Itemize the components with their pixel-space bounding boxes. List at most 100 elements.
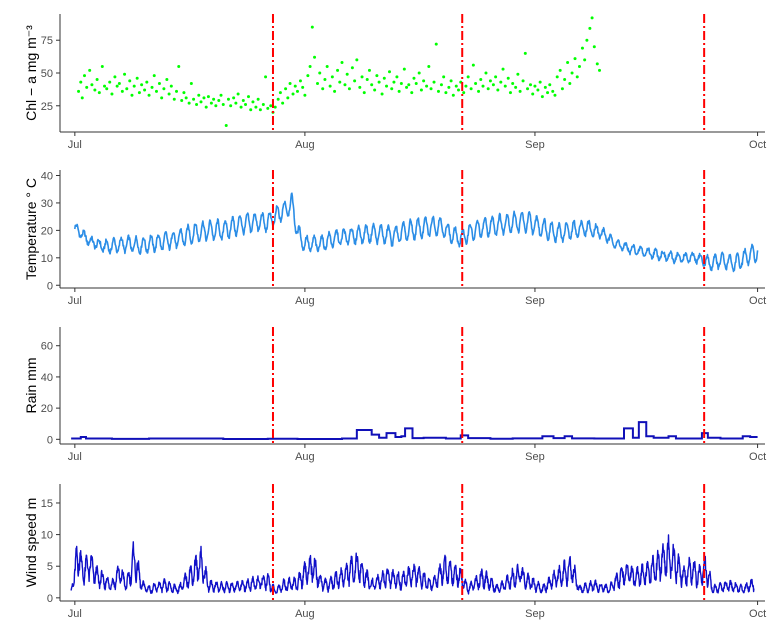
chl-point	[566, 61, 570, 65]
chl-point	[224, 123, 228, 127]
chl-point	[189, 81, 193, 85]
chl-point	[214, 104, 218, 108]
chl-point	[486, 87, 490, 91]
chl-point	[88, 68, 92, 72]
chl-point	[447, 85, 451, 89]
chl-point	[256, 97, 260, 101]
chl-point	[301, 85, 305, 89]
chl-point	[128, 79, 132, 83]
chl-point	[264, 75, 268, 79]
chl-point	[154, 89, 158, 93]
chl-point	[323, 78, 327, 82]
chl-point	[167, 92, 171, 96]
chl-point	[568, 81, 572, 85]
chl-point	[172, 97, 176, 101]
chl-point	[276, 97, 280, 101]
chl-point	[286, 96, 290, 100]
chl-point	[209, 101, 213, 105]
chl-point	[449, 79, 453, 83]
chl-point	[130, 93, 134, 97]
chl-point	[293, 84, 297, 88]
chl-point	[338, 80, 342, 84]
chl-point	[436, 89, 440, 93]
chl-point	[442, 75, 446, 79]
chl-point	[261, 102, 265, 106]
chl-point	[451, 93, 455, 97]
chlorophyll-panel: 25 50 75 Jul Aug Sep Oct Chl − a mg m⁻³	[23, 14, 766, 151]
chl-point	[514, 85, 518, 89]
chl-point	[362, 91, 366, 95]
chl-x-tick-label: Jul	[68, 139, 82, 151]
chl-point	[390, 87, 394, 91]
chl-point	[405, 85, 409, 89]
chl-point	[583, 58, 587, 62]
chl-point	[494, 75, 498, 79]
chl-point	[546, 91, 550, 95]
chl-point	[303, 93, 307, 97]
chl-point	[528, 83, 532, 87]
chl-point	[508, 91, 512, 95]
chl-point	[521, 79, 525, 83]
chl-point	[469, 87, 473, 91]
chl-point	[491, 83, 495, 87]
chl-point	[266, 106, 270, 110]
chl-point	[531, 92, 535, 96]
chl-point	[560, 87, 564, 91]
chl-point	[234, 101, 238, 105]
chl-point	[540, 95, 544, 99]
chl-point	[370, 83, 374, 87]
chl-point	[93, 88, 97, 92]
chl-x-tick-label: Sep	[525, 139, 545, 151]
chl-point	[113, 75, 117, 79]
chl-point	[412, 76, 416, 80]
chl-point	[175, 89, 179, 93]
chl-point	[365, 78, 369, 82]
chl-point	[140, 83, 144, 87]
chl-point	[345, 72, 349, 76]
wind-x-tick-label: Oct	[749, 608, 766, 620]
temperature-line	[74, 192, 759, 273]
chl-point	[120, 89, 124, 93]
chl-point	[82, 74, 86, 78]
chl-point	[343, 83, 347, 87]
chl-point	[284, 87, 288, 91]
chl-point	[184, 96, 188, 100]
chl-point	[273, 105, 277, 109]
chl-point	[503, 84, 507, 88]
chl-point	[308, 64, 312, 68]
chl-point	[382, 76, 386, 80]
chl-point	[85, 85, 89, 89]
chl-point	[336, 68, 340, 72]
wind-speed-panel: 0 5 10 15 Jul Aug Sep Oct Wind speed m	[23, 484, 766, 620]
chl-y-tick-label: 75	[41, 35, 53, 47]
chl-point	[429, 87, 433, 91]
chl-point	[239, 105, 243, 109]
rain-y-axis-title: Rain mm	[23, 357, 39, 413]
chl-point	[439, 83, 443, 87]
temperature-y-tick-label: 20	[41, 225, 53, 237]
rain-x-tick-label: Jul	[68, 451, 82, 463]
chl-point	[367, 68, 371, 72]
chl-point	[419, 88, 423, 92]
chl-point	[77, 89, 81, 93]
chl-point	[570, 71, 574, 75]
chl-point	[157, 81, 161, 85]
chl-x-tick-label: Aug	[295, 139, 315, 151]
chl-point	[427, 64, 431, 68]
chl-point	[143, 88, 147, 92]
wind-y-tick-label: 0	[47, 593, 53, 605]
chl-point	[422, 79, 426, 83]
temperature-y-tick-label: 40	[41, 170, 53, 182]
chl-point	[295, 89, 299, 93]
chl-point	[526, 87, 530, 91]
chl-point	[375, 74, 379, 78]
chl-point	[187, 101, 191, 105]
chl-point	[195, 102, 199, 106]
chl-point	[474, 81, 478, 85]
chl-point	[595, 62, 599, 66]
chl-point	[212, 97, 216, 101]
chl-point	[316, 81, 320, 85]
chl-point	[555, 75, 559, 79]
temperature-y-tick-label: 10	[41, 253, 53, 265]
chl-point	[330, 75, 334, 79]
